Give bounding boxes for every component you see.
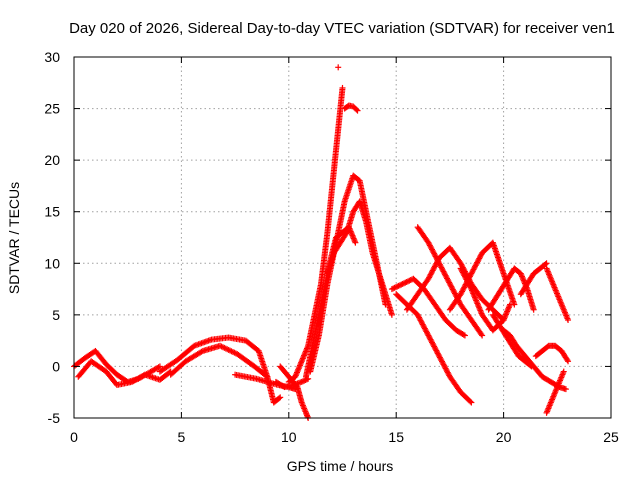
- y-tick-label: 10: [44, 255, 60, 271]
- data-point-fill: [342, 230, 349, 237]
- y-tick-label: 20: [44, 152, 60, 168]
- y-axis-label: SDTVAR / TECUs: [6, 182, 22, 294]
- x-tick-label: 25: [603, 429, 619, 445]
- data-point-fill: [155, 364, 162, 371]
- data-point: [352, 239, 359, 246]
- y-tick-label: 15: [44, 204, 60, 220]
- data-point: [354, 107, 361, 114]
- data-point: [461, 332, 468, 339]
- data-point: [468, 399, 475, 406]
- data-point-fill: [402, 279, 409, 286]
- data-point: [507, 301, 514, 308]
- plot-frame: [73, 56, 612, 419]
- data-point-fill: [392, 284, 399, 291]
- data-point: [479, 332, 486, 339]
- data-point-fill: [263, 372, 270, 379]
- data-point-fill: [564, 356, 571, 363]
- data-point-fill: [353, 106, 360, 113]
- data-points: [71, 64, 572, 421]
- data-point: [277, 394, 284, 401]
- data-point: [339, 84, 346, 91]
- data-point: [565, 358, 572, 365]
- y-tick-label: 30: [44, 49, 60, 65]
- data-point: [399, 280, 406, 287]
- data-point-fill: [276, 395, 283, 402]
- grid-lines: [74, 57, 611, 418]
- x-tick-label: 5: [178, 429, 186, 445]
- data-point: [388, 311, 395, 318]
- data-point-fill: [396, 282, 403, 289]
- axis-ticks: 0 5 10 15 20 25 -5 0 5 10 15 20 25 30: [44, 49, 619, 445]
- data-point: [565, 317, 572, 324]
- data-point: [562, 386, 569, 393]
- data-point-fill: [478, 331, 485, 338]
- data-point-fill: [198, 348, 205, 355]
- data-point-fill: [405, 278, 412, 285]
- y-tick-label: -5: [48, 410, 61, 426]
- data-point: [388, 286, 395, 293]
- data-point: [530, 306, 537, 313]
- data-point-fill: [394, 283, 401, 290]
- data-point: [264, 373, 271, 380]
- data-point-fill: [400, 280, 407, 287]
- x-axis-label: GPS time / hours: [287, 458, 394, 474]
- y-tick-label: 0: [52, 358, 60, 374]
- data-point-fill: [542, 261, 549, 268]
- data-point-fill: [406, 277, 413, 284]
- x-tick-label: 0: [70, 429, 78, 445]
- data-point: [543, 260, 550, 267]
- x-tick-label: 10: [281, 429, 297, 445]
- data-point-fill: [395, 282, 402, 289]
- chart-title: Day 020 of 2026, Sidereal Day-to-day VTE…: [69, 20, 615, 37]
- x-tick-label: 15: [388, 429, 404, 445]
- data-point-fill: [391, 284, 398, 291]
- y-tick-label: 25: [44, 101, 60, 117]
- data-point-fill: [390, 285, 397, 292]
- data-point-fill: [398, 281, 405, 288]
- data-point-fill: [467, 398, 474, 405]
- data-point: [156, 363, 163, 370]
- data-point-fill: [460, 331, 467, 338]
- data-point-fill: [467, 284, 474, 291]
- data-point-fill: [403, 278, 410, 285]
- y-tick-label: 5: [52, 307, 60, 323]
- data-point: [560, 368, 567, 375]
- data-point: [335, 64, 342, 71]
- x-tick-label: 20: [496, 429, 512, 445]
